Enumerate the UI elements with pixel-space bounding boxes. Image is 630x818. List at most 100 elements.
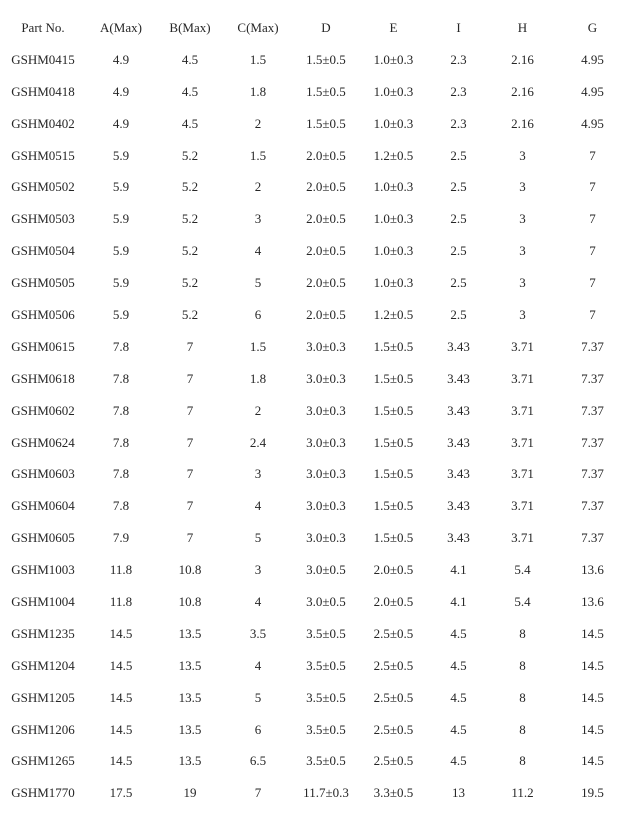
- table-row: GSHM0503 5.9 5.2 3 2.0±0.5 1.0±0.3 2.5 3 7: [0, 203, 630, 235]
- value-cell: 4.1: [450, 593, 467, 609]
- value-cell: 2: [254, 115, 262, 131]
- value-cell: 4.5: [450, 657, 467, 673]
- value-cell: 7: [589, 147, 596, 163]
- value-cell: 5.9: [112, 179, 130, 195]
- value-cell: 13.6: [581, 593, 604, 609]
- value-cell: 2.5±0.5: [373, 657, 414, 673]
- value-cell: 3.71: [511, 370, 534, 386]
- value-cell: 2.16: [511, 83, 534, 99]
- value-cell: 7: [589, 306, 596, 322]
- value-cell: 3: [519, 243, 526, 259]
- value-cell: 2.5±0.5: [373, 625, 414, 641]
- value-cell: 3.0±0.3: [306, 370, 346, 386]
- part-no-cell: GSHM0418: [11, 83, 75, 99]
- column-header-g: G: [587, 19, 598, 35]
- value-cell: 7: [186, 370, 194, 386]
- table-row: GSHM0605 7.9 7 5 3.0±0.3 1.5±0.5 3.43 3.71 7.37: [0, 522, 630, 554]
- value-cell: 4.9: [112, 83, 130, 99]
- value-cell: 14.5: [109, 721, 133, 737]
- value-cell: 3.5±0.5: [306, 721, 346, 737]
- value-cell: 2.16: [511, 115, 534, 131]
- value-cell: 4.9: [112, 51, 130, 67]
- part-no-cell: GSHM0618: [11, 370, 75, 386]
- value-cell: 3.0±0.3: [306, 338, 346, 354]
- table-row: GSHM1205 14.5 13.5 5 3.5±0.5 2.5±0.5 4.5 8 14.5: [0, 682, 630, 714]
- value-cell: 5.2: [181, 211, 199, 227]
- value-cell: 5: [254, 530, 262, 546]
- value-cell: 3.5±0.5: [306, 753, 346, 769]
- part-no-cell: GSHM1206: [11, 721, 75, 737]
- value-cell: 3: [254, 466, 262, 482]
- value-cell: 3.5: [249, 625, 267, 641]
- value-cell: 7: [186, 434, 194, 450]
- part-no-cell: GSHM0415: [11, 51, 75, 67]
- part-no-cell: GSHM0502: [11, 179, 75, 195]
- value-cell: 1.0±0.3: [373, 243, 414, 259]
- value-cell: 1.5±0.5: [306, 51, 346, 67]
- column-header-c-max: C(Max): [237, 19, 279, 35]
- table-row: GSHM0603 7.8 7 3 3.0±0.3 1.5±0.5 3.43 3.71 7.37: [0, 458, 630, 490]
- value-cell: 3.71: [511, 530, 534, 546]
- value-cell: 1.8: [249, 83, 267, 99]
- part-no-cell: GSHM1235: [11, 625, 75, 641]
- table-row: GSHM0618 7.8 7 1.8 3.0±0.3 1.5±0.5 3.43 3.71 7.3…: [0, 363, 630, 395]
- table-row: GSHM0615 7.8 7 1.5 3.0±0.3 1.5±0.5 3.43 3.71 7.3…: [0, 331, 630, 363]
- table-row: GSHM0624 7.8 7 2.4 3.0±0.3 1.5±0.5 3.43 3.71 7.3…: [0, 427, 630, 459]
- value-cell: 2.0±0.5: [306, 211, 346, 227]
- value-cell: 2: [254, 179, 262, 195]
- value-cell: 5.2: [181, 243, 199, 259]
- value-cell: 1.5±0.5: [373, 466, 414, 482]
- value-cell: 2.5: [450, 211, 467, 227]
- value-cell: 5: [254, 689, 262, 705]
- table-row: GSHM0604 7.8 7 4 3.0±0.3 1.5±0.5 3.43 3.71 7.37: [0, 490, 630, 522]
- value-cell: 3: [519, 275, 526, 291]
- value-cell: 3.43: [447, 466, 470, 482]
- value-cell: 5.4: [514, 562, 531, 578]
- value-cell: 2.5: [450, 275, 467, 291]
- value-cell: 3.0±0.3: [306, 498, 346, 514]
- value-cell: 1.0±0.3: [373, 51, 414, 67]
- column-header-h: H: [517, 19, 528, 35]
- part-no-cell: GSHM0505: [11, 275, 75, 291]
- value-cell: 14.5: [581, 625, 604, 641]
- value-cell: 1.5: [249, 338, 267, 354]
- part-no-cell: GSHM0506: [11, 306, 75, 322]
- value-cell: 1.2±0.5: [373, 147, 414, 163]
- value-cell: 8: [519, 657, 526, 673]
- value-cell: 4.5: [181, 115, 199, 131]
- value-cell: 1.5±0.5: [373, 530, 414, 546]
- value-cell: 13.5: [178, 657, 202, 673]
- value-cell: 7: [186, 466, 194, 482]
- part-no-cell: GSHM0503: [11, 211, 75, 227]
- value-cell: 5.4: [514, 593, 531, 609]
- table-row: GSHM0505 5.9 5.2 5 2.0±0.5 1.0±0.3 2.5 3 7: [0, 267, 630, 299]
- value-cell: 3.0±0.3: [306, 466, 346, 482]
- value-cell: 10.8: [178, 593, 202, 609]
- value-cell: 7.8: [112, 370, 130, 386]
- value-cell: 1.0±0.3: [373, 179, 414, 195]
- value-cell: 13.5: [178, 721, 202, 737]
- value-cell: 1.5±0.5: [306, 83, 346, 99]
- value-cell: 11.2: [511, 785, 534, 801]
- value-cell: 7.37: [581, 530, 604, 546]
- value-cell: 6: [254, 721, 262, 737]
- value-cell: 7.37: [581, 434, 604, 450]
- part-no-cell: GSHM1770: [11, 785, 75, 801]
- value-cell: 5.9: [112, 211, 130, 227]
- value-cell: 4.5: [450, 689, 467, 705]
- value-cell: 3.71: [511, 434, 534, 450]
- value-cell: 5.2: [181, 275, 199, 291]
- table-row: GSHM0402 4.9 4.5 2 1.5±0.5 1.0±0.3 2.3 2.16 4.95: [0, 108, 630, 140]
- value-cell: 2.3: [450, 51, 467, 67]
- part-no-cell: GSHM0603: [11, 466, 75, 482]
- table-row: GSHM0415 4.9 4.5 1.5 1.5±0.5 1.0±0.3 2.3 2.16 4.…: [0, 44, 630, 76]
- value-cell: 8: [519, 753, 526, 769]
- header-row: Part No. A(Max) B(Max) C(Max) D E I H G: [0, 12, 630, 44]
- value-cell: 5.2: [181, 179, 199, 195]
- value-cell: 4: [254, 243, 262, 259]
- table-row: GSHM1235 14.5 13.5 3.5 3.5±0.5 2.5±0.5 4.5 8 14.…: [0, 618, 630, 650]
- part-no-cell: GSHM1004: [11, 593, 75, 609]
- value-cell: 2.5±0.5: [373, 689, 414, 705]
- value-cell: 11.7±0.3: [303, 785, 349, 801]
